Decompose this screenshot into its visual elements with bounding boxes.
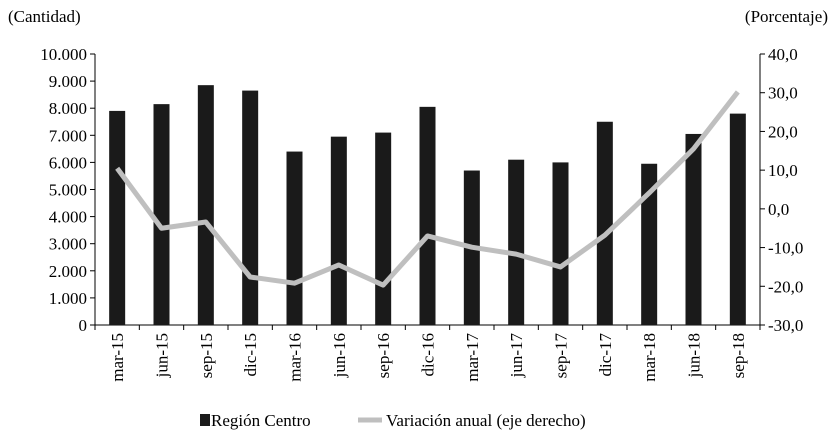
x-tick-label: mar-18 <box>640 333 659 382</box>
y-tick-label: 2.000 <box>49 262 87 281</box>
legend-label: Variación anual (eje derecho) <box>386 411 586 430</box>
x-tick-label: mar-16 <box>286 333 305 382</box>
x-tick-label: sep-15 <box>197 333 216 378</box>
y-tick-label: 8.000 <box>49 99 87 118</box>
y2-tick-label: 40,0 <box>768 45 798 64</box>
bar <box>153 104 170 325</box>
y-tick-label: 3.000 <box>49 235 87 254</box>
y-tick-label: 1.000 <box>49 289 87 308</box>
x-tick-label: jun-18 <box>685 333 704 378</box>
y-axis-label: (Cantidad) <box>8 7 81 26</box>
y-tick-label: 5.000 <box>49 181 87 200</box>
legend-label: Región Centro <box>211 411 311 430</box>
x-tick-label: mar-17 <box>463 333 482 382</box>
x-tick-label: sep-18 <box>729 333 748 378</box>
bar <box>508 159 525 325</box>
y2-tick-label: 20,0 <box>768 122 798 141</box>
y2-tick-label: 0,0 <box>768 200 789 219</box>
bar <box>641 163 658 325</box>
line <box>115 90 740 288</box>
bar <box>286 151 303 325</box>
y-tick-label: 9.000 <box>49 72 87 91</box>
x-tick-label: sep-16 <box>374 333 393 378</box>
bar <box>552 162 569 325</box>
y2-tick-label: 30,0 <box>768 84 798 103</box>
x-tick-label: dic-17 <box>596 333 615 377</box>
y-tick-label: 0 <box>79 316 88 335</box>
y2-axis-label: (Porcentaje) <box>745 7 828 26</box>
x-tick-label: dic-15 <box>241 333 260 376</box>
y2-tick-label: -30,0 <box>768 316 803 335</box>
x-tick-label: jun-17 <box>507 333 526 379</box>
y-tick-label: 10.000 <box>40 45 87 64</box>
legend-swatch <box>200 414 210 426</box>
bar <box>109 110 126 325</box>
y-tick-label: 7.000 <box>49 126 87 145</box>
y-tick-label: 4.000 <box>49 208 87 227</box>
y2-tick-label: -10,0 <box>768 239 803 258</box>
bar <box>596 121 613 325</box>
bar <box>375 132 392 325</box>
x-tick-label: mar-15 <box>108 333 127 382</box>
y-tick-label: 6.000 <box>49 153 87 172</box>
x-tick-label: sep-17 <box>552 333 571 379</box>
x-tick-label: jun-16 <box>330 333 349 378</box>
bar <box>197 85 214 325</box>
x-tick-label: dic-16 <box>419 333 438 376</box>
bar <box>419 106 436 325</box>
bar <box>685 133 702 325</box>
x-tick-label: jun-15 <box>153 333 172 378</box>
y2-tick-label: -20,0 <box>768 277 803 296</box>
bar <box>242 90 259 326</box>
bar <box>330 136 347 325</box>
y2-tick-label: 10,0 <box>768 161 798 180</box>
bar <box>729 113 746 326</box>
